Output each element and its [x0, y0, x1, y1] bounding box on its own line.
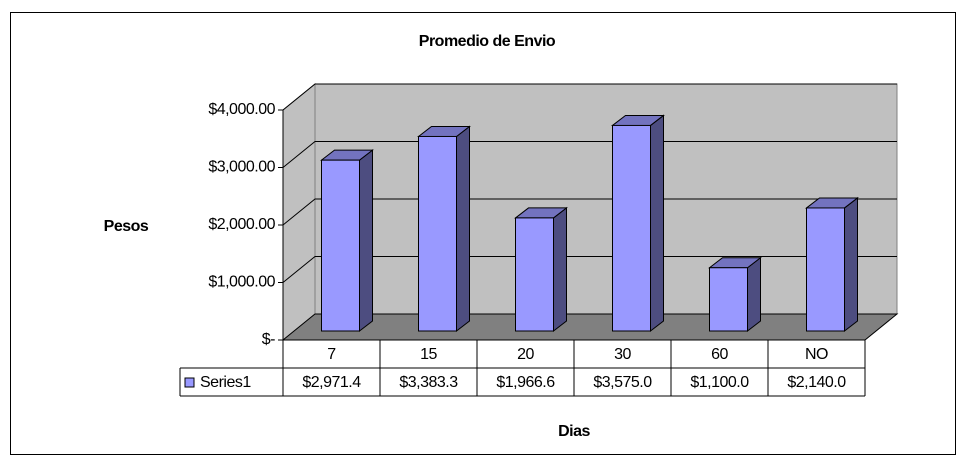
bar	[709, 267, 748, 332]
y-tick-label: $3,000.00	[208, 159, 275, 176]
bar	[515, 217, 554, 332]
y-tick-label: $1,000.00	[208, 274, 275, 291]
y-tick-label: $-	[262, 331, 275, 348]
chart-title: Promedio de Envio	[419, 33, 556, 50]
bar	[612, 124, 651, 332]
floor	[281, 313, 899, 341]
y-axis-label: Pesos	[104, 218, 149, 235]
data-label: $2,140.0	[787, 374, 846, 391]
bar-side	[650, 114, 664, 333]
grid-line	[282, 198, 897, 226]
x-axis-label: Dias	[558, 423, 590, 440]
data-label: $3,575.0	[593, 374, 652, 391]
data-label: $1,100.0	[690, 374, 749, 391]
bar	[418, 135, 457, 332]
bar-side	[456, 125, 470, 333]
x-tick-label: 15	[420, 346, 437, 363]
bar-side	[747, 256, 761, 333]
grid-line	[282, 141, 897, 168]
x-tick-label: 7	[327, 346, 336, 363]
bar	[321, 159, 360, 332]
x-tick-label: 30	[614, 346, 631, 363]
bar-side	[553, 206, 567, 333]
data-label: $3,383.3	[399, 374, 458, 391]
grid-line	[282, 83, 897, 111]
bar	[806, 207, 845, 332]
y-tick-label: $4,000.00	[208, 101, 275, 118]
x-tick-label: NO	[805, 346, 828, 363]
x-tick-label: 20	[517, 346, 534, 363]
bar-side	[359, 149, 373, 333]
legend-swatch	[184, 377, 195, 388]
x-tick-label: 60	[711, 346, 728, 363]
y-tick-label: $2,000.00	[208, 216, 275, 233]
bar-side	[844, 196, 858, 333]
legend-label: Series1	[200, 374, 251, 391]
data-label: $2,971.4	[302, 374, 361, 391]
grid-line	[282, 256, 897, 283]
data-label: $1,966.6	[496, 374, 555, 391]
